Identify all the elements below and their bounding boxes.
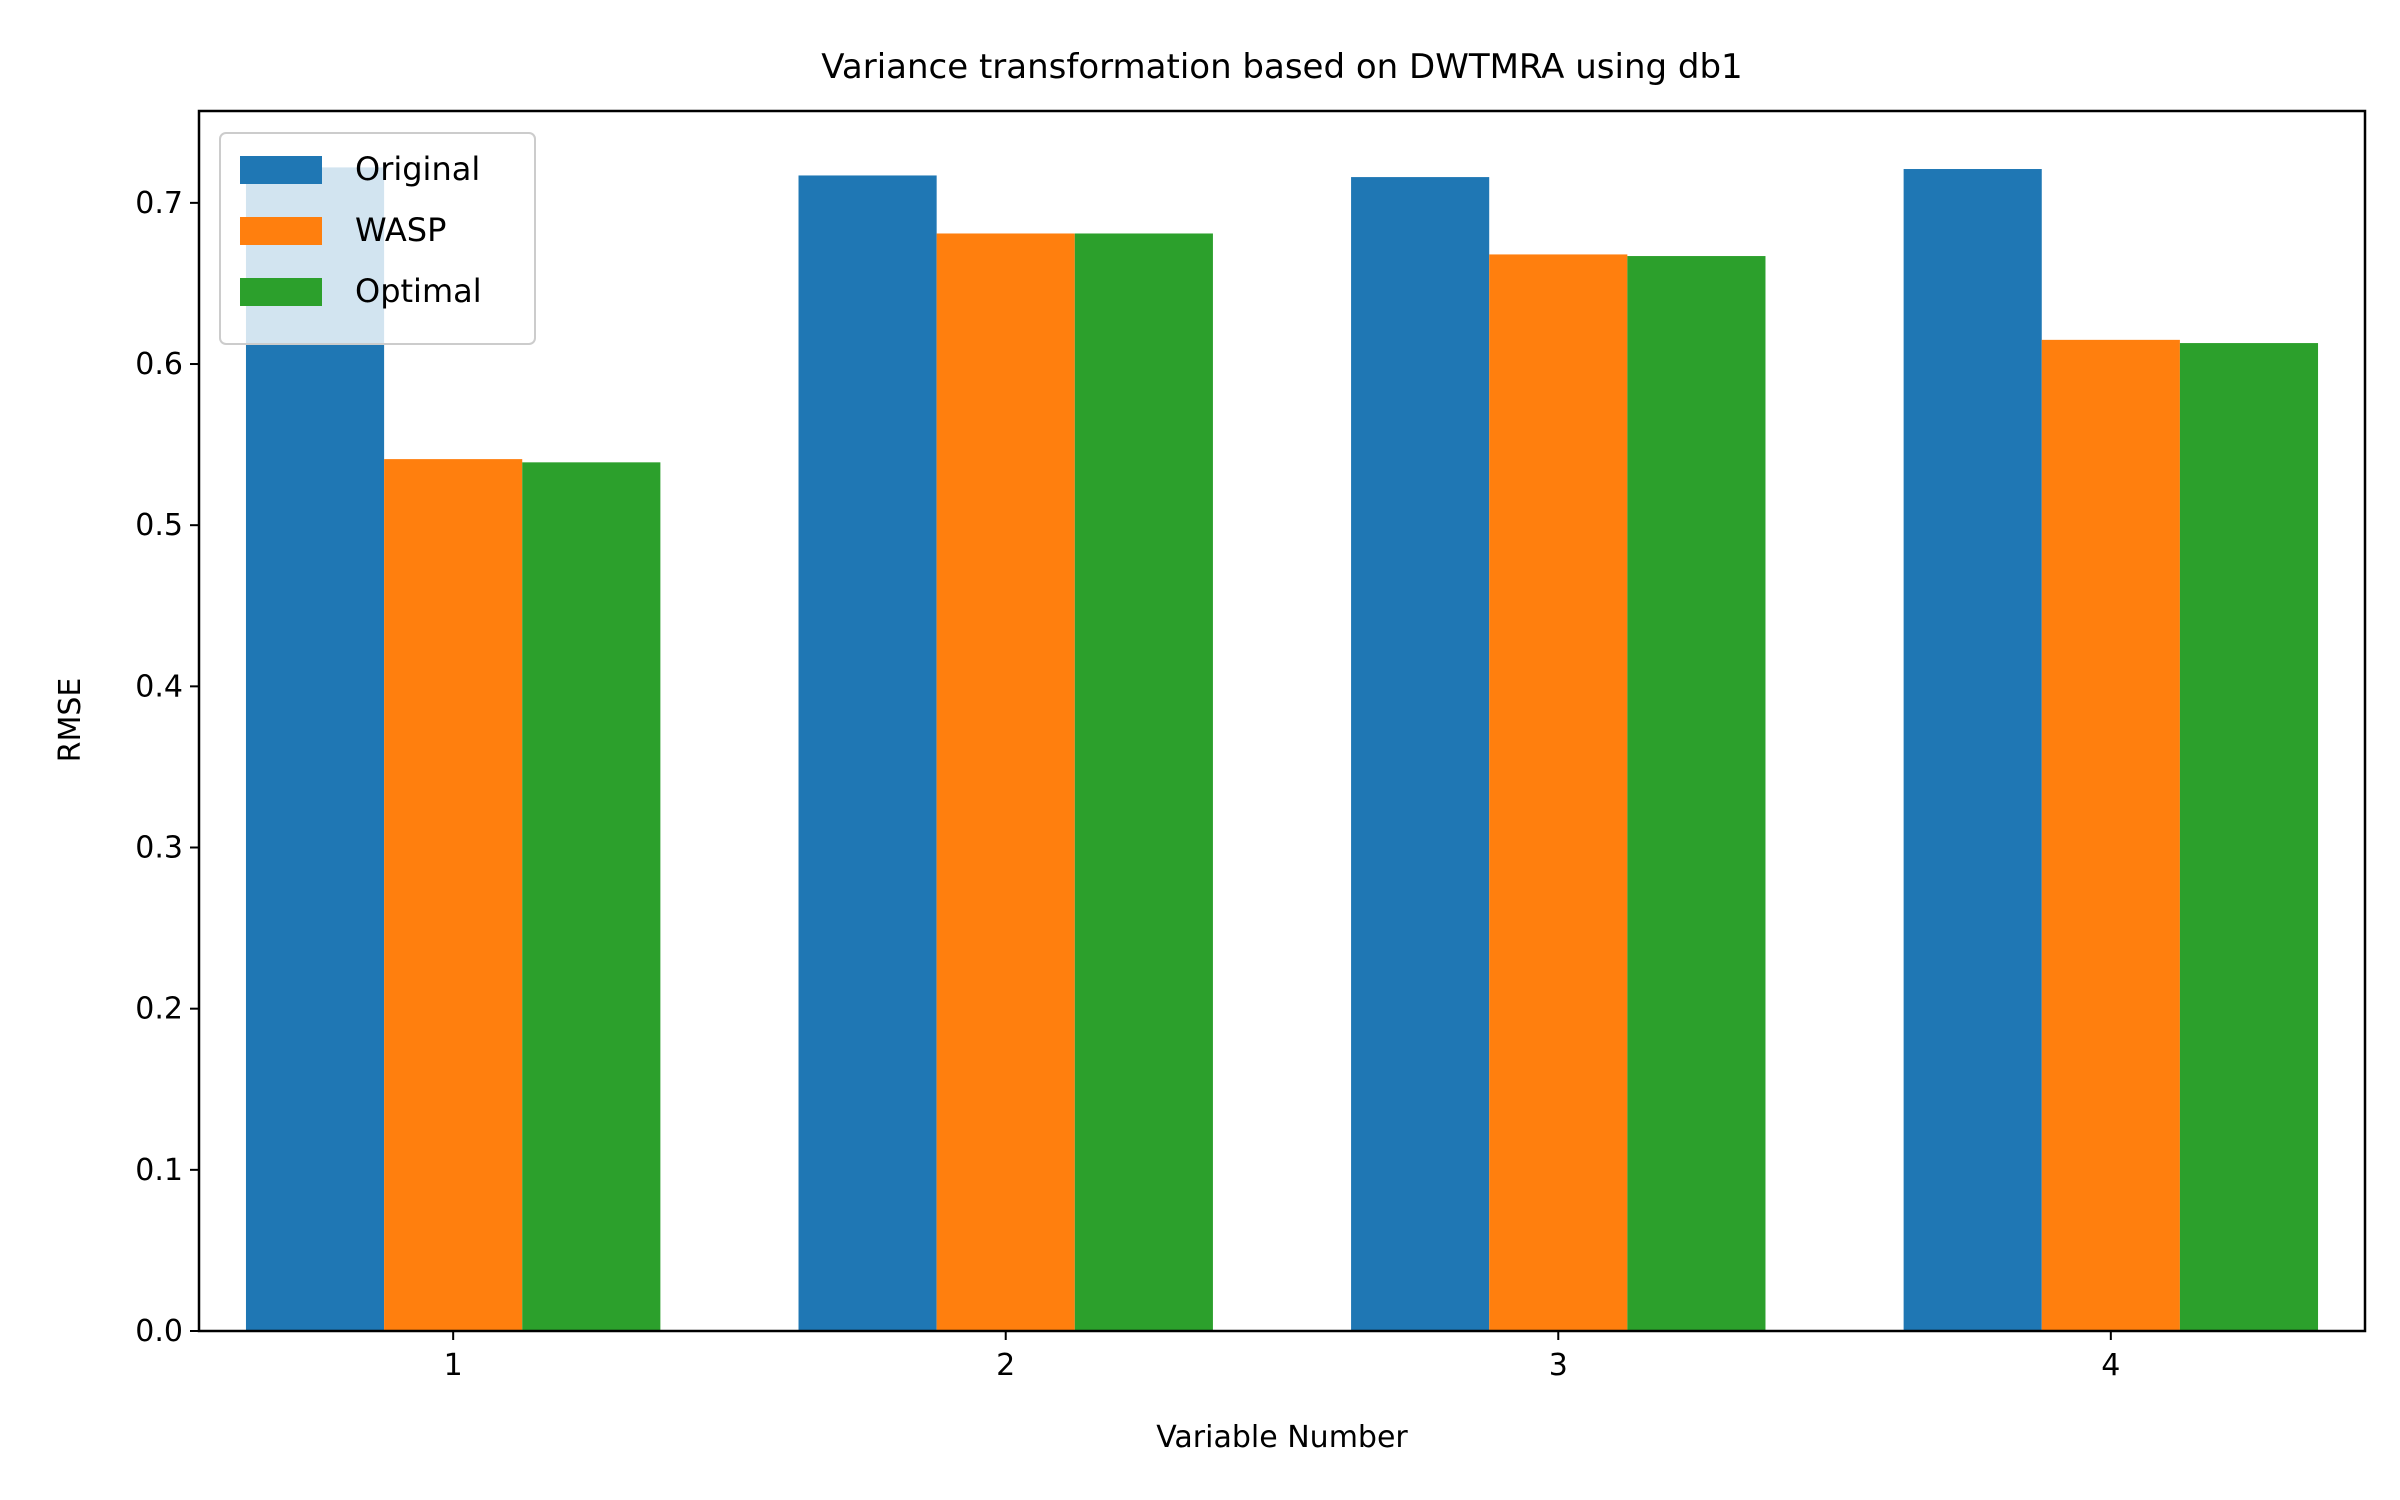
- bar-optimal-3: [1627, 256, 1766, 1331]
- bars-group: [245, 167, 2319, 1332]
- x-tick-label: 4: [2101, 1348, 2120, 1383]
- bar-optimal-2: [1074, 233, 1213, 1332]
- y-tick-label: 0.4: [135, 669, 183, 704]
- y-tick-label: 0.5: [135, 508, 183, 543]
- y-axis-ticks: 0.0 0.1 0.2 0.3 0.4 0.5 0.6 0.7: [135, 186, 199, 1349]
- chart-title: Variance transformation based on DWTMRA …: [821, 47, 1742, 87]
- y-tick-label: 0.2: [135, 992, 183, 1027]
- x-tick-label: 3: [1549, 1348, 1568, 1383]
- legend-swatch-original: [240, 156, 322, 184]
- x-tick-label: 2: [996, 1348, 1015, 1383]
- legend-swatch-wasp: [240, 217, 322, 245]
- x-axis-ticks: 1 2 3 4: [444, 1331, 2120, 1383]
- y-axis-label: RMSE: [53, 678, 88, 763]
- bar-wasp-1: [384, 459, 523, 1331]
- legend-label-wasp: WASP: [355, 211, 446, 249]
- bar-original-4: [1903, 169, 2042, 1331]
- y-tick-label: 0.3: [135, 831, 183, 866]
- y-tick-label: 0.6: [135, 347, 183, 382]
- bar-original-3: [1351, 177, 1490, 1332]
- x-axis-label: Variable Number: [1156, 1420, 1408, 1455]
- bar-original-1: [245, 167, 385, 1331]
- bar-optimal-4: [2179, 343, 2319, 1331]
- legend-swatch-optimal: [240, 278, 322, 306]
- y-tick-label: 0.0: [135, 1314, 183, 1349]
- x-tick-label: 1: [444, 1348, 463, 1383]
- bar-wasp-2: [936, 233, 1075, 1332]
- legend: Original WASP Optimal: [219, 132, 536, 345]
- y-tick-label: 0.7: [135, 186, 183, 221]
- bar-wasp-4: [2041, 339, 2180, 1332]
- y-tick-label: 0.1: [135, 1153, 183, 1188]
- legend-label-original: Original: [355, 150, 480, 188]
- plot-frame: [197, 109, 2367, 1333]
- bar-optimal-1: [522, 462, 661, 1332]
- bar-wasp-3: [1489, 254, 1628, 1332]
- bar-original-2: [798, 175, 937, 1332]
- legend-label-optimal: Optimal: [355, 272, 482, 310]
